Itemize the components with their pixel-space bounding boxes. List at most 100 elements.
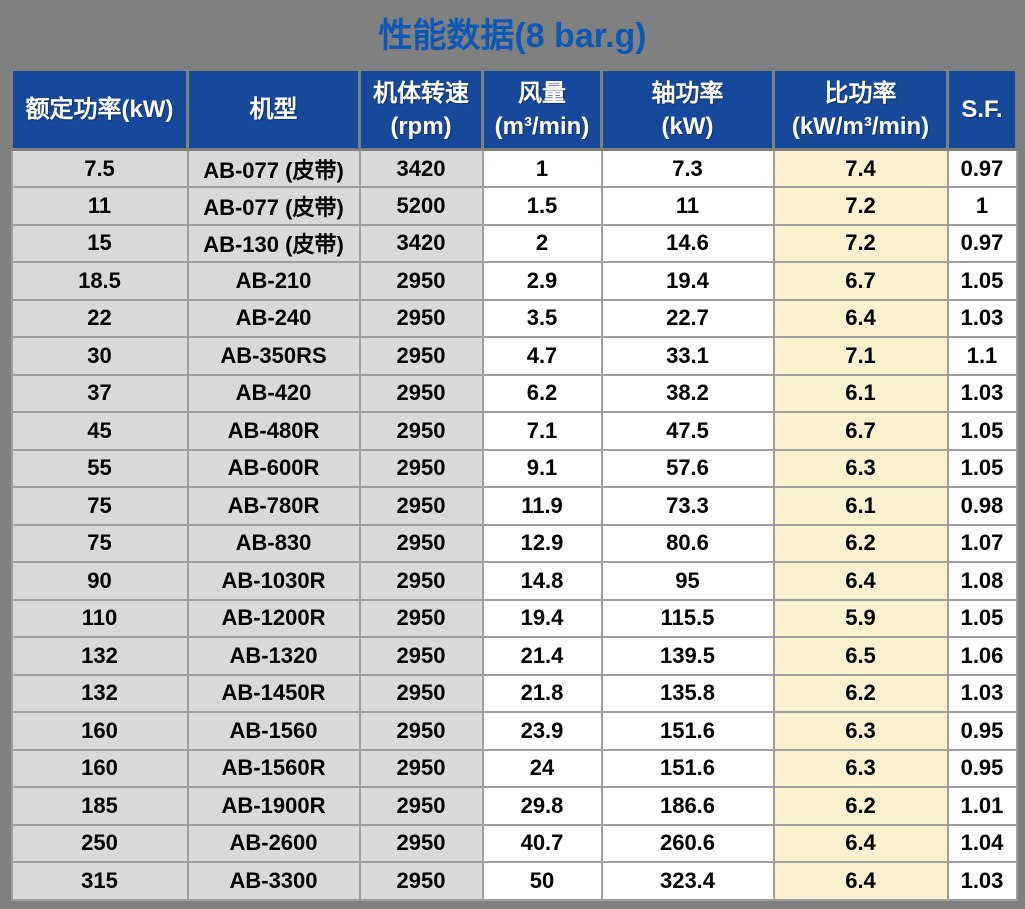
cell-rotation-speed: 2950 bbox=[358, 298, 484, 338]
cell-rotation-speed: 2950 bbox=[358, 636, 484, 676]
cell-air-flow: 4.7 bbox=[481, 336, 603, 376]
table-row: 37 AB-420 2950 6.2 38.2 6.1 1.03 bbox=[10, 373, 1018, 413]
cell-shaft-power: 260.6 bbox=[600, 823, 775, 863]
header-line: 轴功率 bbox=[651, 79, 724, 107]
cell-model: AB-780R bbox=[186, 486, 361, 526]
cell-specific-power: 7.2 bbox=[772, 186, 949, 226]
cell-rotation-speed: 2950 bbox=[358, 486, 484, 526]
cell-rated-power: 110 bbox=[10, 598, 189, 638]
cell-rotation-speed: 2950 bbox=[358, 711, 484, 751]
cell-air-flow: 11.9 bbox=[481, 486, 603, 526]
cell-rated-power: 90 bbox=[10, 561, 189, 601]
cell-shaft-power: 135.8 bbox=[600, 673, 775, 713]
cell-service-factor: 1.03 bbox=[946, 861, 1018, 901]
table-header: 额定功率(kW) 机型 机体转速 (rpm) 风量 (m³/min) 轴功率 (kW)… bbox=[10, 68, 1018, 151]
table-row: 55 AB-600R 2950 9.1 57.6 6.3 1.05 bbox=[10, 448, 1018, 488]
cell-air-flow: 6.2 bbox=[481, 373, 603, 413]
header-line: (rpm) bbox=[390, 112, 452, 140]
cell-specific-power: 6.2 bbox=[772, 673, 949, 713]
cell-shaft-power: 7.3 bbox=[600, 148, 775, 188]
cell-service-factor: 0.97 bbox=[946, 148, 1018, 188]
cell-air-flow: 21.4 bbox=[481, 636, 603, 676]
cell-air-flow: 50 bbox=[481, 861, 603, 901]
cell-rated-power: 132 bbox=[10, 636, 189, 676]
table-row: 7.5 AB-077 (皮带) 3420 1 7.3 7.4 0.97 bbox=[10, 148, 1018, 188]
cell-model: AB-1320 bbox=[186, 636, 361, 676]
cell-model: AB-1030R bbox=[186, 561, 361, 601]
cell-service-factor: 0.98 bbox=[946, 486, 1018, 526]
cell-rated-power: 250 bbox=[10, 823, 189, 863]
col-header-rotation-speed: 机体转速 (rpm) bbox=[358, 68, 484, 151]
cell-rated-power: 132 bbox=[10, 673, 189, 713]
cell-service-factor: 1.08 bbox=[946, 561, 1018, 601]
cell-model: AB-420 bbox=[186, 373, 361, 413]
table-row: 160 AB-1560R 2950 24 151.6 6.3 0.95 bbox=[10, 748, 1018, 788]
cell-service-factor: 0.95 bbox=[946, 748, 1018, 788]
cell-service-factor: 1.1 bbox=[946, 336, 1018, 376]
cell-model: AB-830 bbox=[186, 523, 361, 563]
cell-air-flow: 1 bbox=[481, 148, 603, 188]
cell-specific-power: 6.2 bbox=[772, 523, 949, 563]
cell-air-flow: 2.9 bbox=[481, 261, 603, 301]
cell-rotation-speed: 5200 bbox=[358, 186, 484, 226]
cell-rotation-speed: 2950 bbox=[358, 823, 484, 863]
cell-rotation-speed: 2950 bbox=[358, 786, 484, 826]
cell-specific-power: 7.2 bbox=[772, 223, 949, 263]
cell-rotation-speed: 2950 bbox=[358, 673, 484, 713]
cell-shaft-power: 80.6 bbox=[600, 523, 775, 563]
cell-air-flow: 23.9 bbox=[481, 711, 603, 751]
header-line: (m³/min) bbox=[494, 112, 590, 140]
cell-rotation-speed: 3420 bbox=[358, 148, 484, 188]
col-header-model: 机型 bbox=[186, 68, 361, 151]
cell-specific-power: 6.3 bbox=[772, 748, 949, 788]
cell-rotation-speed: 3420 bbox=[358, 223, 484, 263]
cell-rated-power: 315 bbox=[10, 861, 189, 901]
cell-specific-power: 6.7 bbox=[772, 411, 949, 451]
performance-table: 额定功率(kW) 机型 机体转速 (rpm) 风量 (m³/min) 轴功率 (kW)… bbox=[10, 68, 1018, 901]
cell-rated-power: 22 bbox=[10, 298, 189, 338]
header-line: 比功率 bbox=[824, 79, 897, 107]
cell-rotation-speed: 2950 bbox=[358, 598, 484, 638]
table-row: 110 AB-1200R 2950 19.4 115.5 5.9 1.05 bbox=[10, 598, 1018, 638]
cell-model: AB-077 (皮带) bbox=[186, 186, 361, 226]
cell-air-flow: 12.9 bbox=[481, 523, 603, 563]
table-row: 30 AB-350RS 2950 4.7 33.1 7.1 1.1 bbox=[10, 336, 1018, 376]
cell-shaft-power: 139.5 bbox=[600, 636, 775, 676]
col-header-service-factor: S.F. bbox=[946, 68, 1018, 151]
cell-model: AB-350RS bbox=[186, 336, 361, 376]
cell-shaft-power: 323.4 bbox=[600, 861, 775, 901]
cell-model: AB-1200R bbox=[186, 598, 361, 638]
cell-model: AB-130 (皮带) bbox=[186, 223, 361, 263]
table-row: 132 AB-1450R 2950 21.8 135.8 6.2 1.03 bbox=[10, 673, 1018, 713]
cell-shaft-power: 151.6 bbox=[600, 711, 775, 751]
cell-shaft-power: 33.1 bbox=[600, 336, 775, 376]
cell-rotation-speed: 2950 bbox=[358, 373, 484, 413]
cell-service-factor: 1.03 bbox=[946, 673, 1018, 713]
cell-specific-power: 7.1 bbox=[772, 336, 949, 376]
table-row: 250 AB-2600 2950 40.7 260.6 6.4 1.04 bbox=[10, 823, 1018, 863]
cell-service-factor: 0.95 bbox=[946, 711, 1018, 751]
cell-air-flow: 9.1 bbox=[481, 448, 603, 488]
table-row: 315 AB-3300 2950 50 323.4 6.4 1.03 bbox=[10, 861, 1018, 901]
cell-shaft-power: 73.3 bbox=[600, 486, 775, 526]
cell-shaft-power: 186.6 bbox=[600, 786, 775, 826]
header-line: 额定功率(kW) bbox=[25, 96, 174, 123]
cell-model: AB-480R bbox=[186, 411, 361, 451]
cell-rotation-speed: 2950 bbox=[358, 748, 484, 788]
cell-model: AB-600R bbox=[186, 448, 361, 488]
cell-shaft-power: 57.6 bbox=[600, 448, 775, 488]
cell-rotation-speed: 2950 bbox=[358, 411, 484, 451]
table-row: 22 AB-240 2950 3.5 22.7 6.4 1.03 bbox=[10, 298, 1018, 338]
col-header-shaft-power: 轴功率 (kW) bbox=[600, 68, 775, 151]
cell-shaft-power: 38.2 bbox=[600, 373, 775, 413]
cell-rotation-speed: 2950 bbox=[358, 523, 484, 563]
header-line: 机体转速 bbox=[373, 79, 469, 107]
cell-air-flow: 7.1 bbox=[481, 411, 603, 451]
table-row: 132 AB-1320 2950 21.4 139.5 6.5 1.06 bbox=[10, 636, 1018, 676]
cell-model: AB-240 bbox=[186, 298, 361, 338]
cell-specific-power: 6.4 bbox=[772, 298, 949, 338]
cell-rated-power: 160 bbox=[10, 748, 189, 788]
table-row: 45 AB-480R 2950 7.1 47.5 6.7 1.05 bbox=[10, 411, 1018, 451]
cell-specific-power: 6.2 bbox=[772, 786, 949, 826]
cell-specific-power: 6.1 bbox=[772, 373, 949, 413]
